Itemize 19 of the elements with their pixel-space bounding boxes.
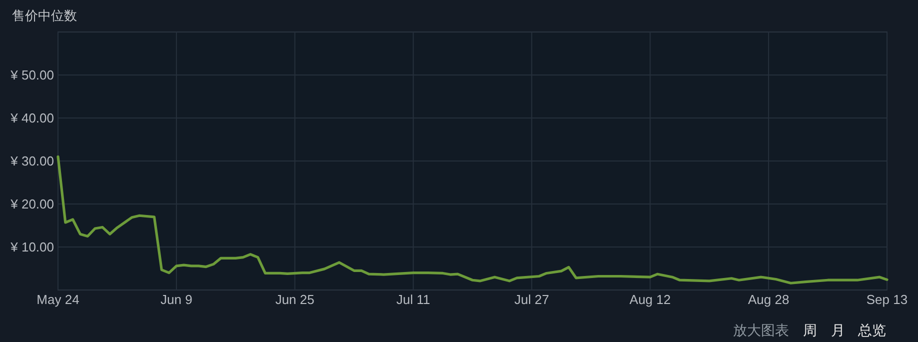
y-tick-label: ¥ 10.00 bbox=[10, 240, 54, 255]
x-tick-label: Jul 11 bbox=[396, 292, 430, 307]
y-tick-label: ¥ 50.00 bbox=[10, 68, 54, 83]
text: 周 bbox=[803, 322, 817, 338]
x-tick-label: Jun 9 bbox=[160, 292, 192, 307]
text: 月 bbox=[831, 322, 845, 338]
x-tick-label: Sep 13 bbox=[866, 292, 908, 307]
x-tick-label: Aug 28 bbox=[748, 292, 790, 307]
x-tick-label: Aug 12 bbox=[630, 292, 671, 307]
text: 总览 bbox=[857, 322, 886, 338]
y-tick-label: ¥ 30.00 bbox=[10, 154, 54, 169]
text: 放大图表 bbox=[733, 322, 789, 338]
y-tick-label: ¥ 40.00 bbox=[10, 110, 54, 126]
x-tick-label: Jul 27 bbox=[514, 292, 550, 307]
x-tick-label: May 24 bbox=[36, 292, 80, 307]
chart-title: 售价中位数 bbox=[12, 8, 77, 23]
y-tick-label: ¥ 20.00 bbox=[10, 196, 54, 212]
line-series bbox=[56, 155, 888, 284]
x-tick-label: Jun 25 bbox=[275, 292, 314, 307]
